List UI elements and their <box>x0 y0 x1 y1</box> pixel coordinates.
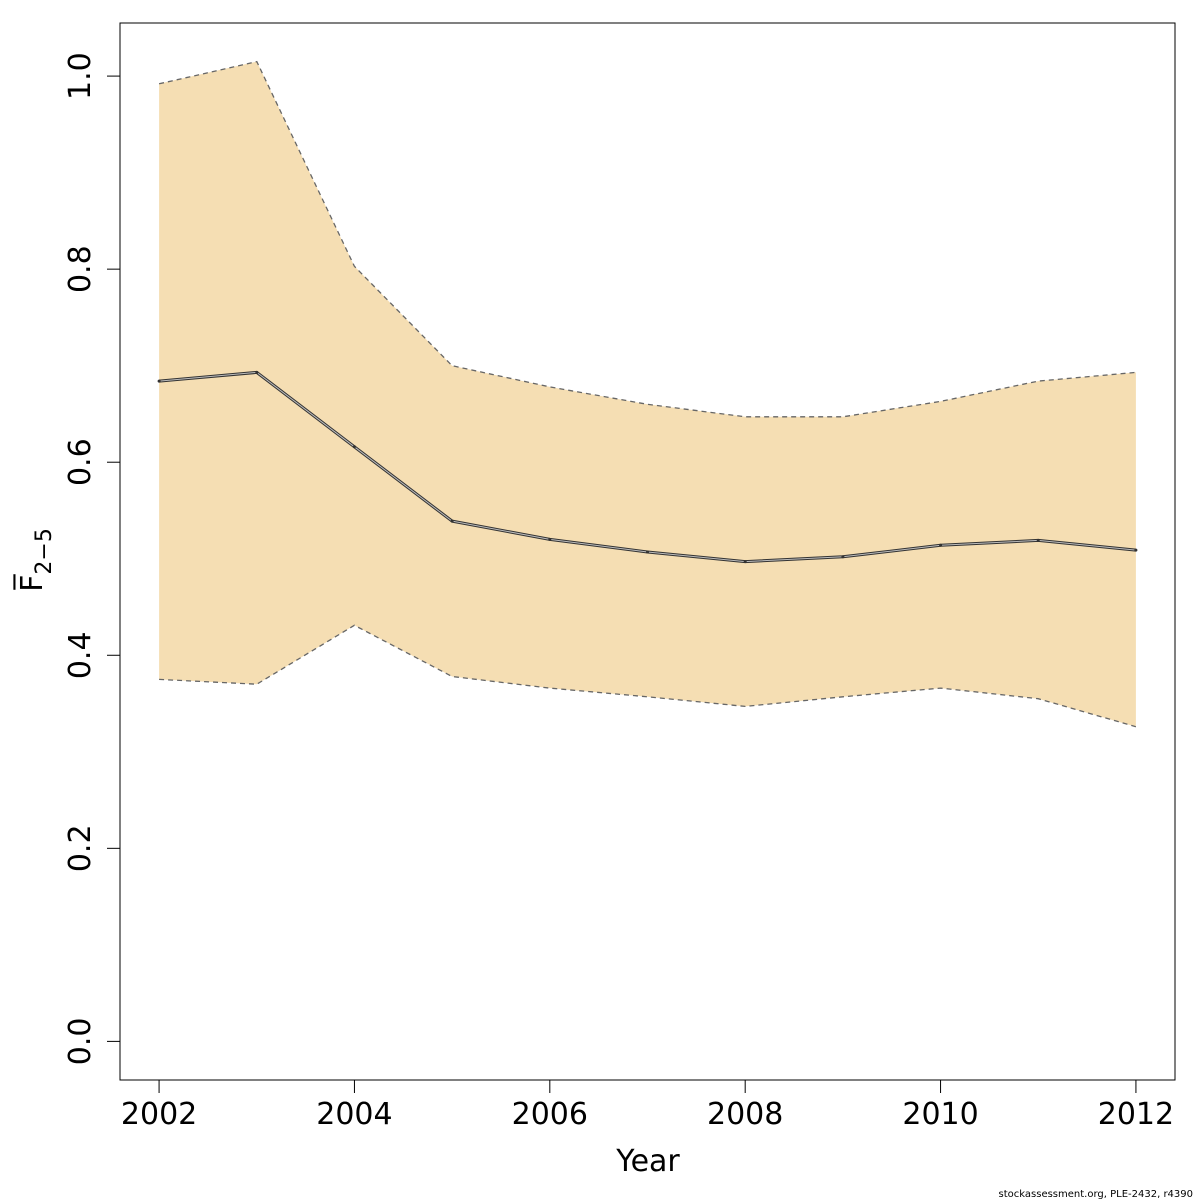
y-tick-label-0.2: 0.2 <box>63 824 98 872</box>
data-point-2011 <box>1036 538 1040 542</box>
data-point-2006 <box>548 537 552 541</box>
y-axis-title-main: F̅ <box>13 574 50 592</box>
x-tick-label-2012: 2012 <box>1098 1097 1174 1132</box>
data-point-2003 <box>255 370 259 374</box>
data-point-2007 <box>646 550 649 554</box>
y-tick-label-0: 0.0 <box>63 1018 98 1066</box>
x-tick-label-2002: 2002 <box>121 1097 197 1132</box>
y-tick-label-0.4: 0.4 <box>63 631 98 679</box>
x-tick-label-2006: 2006 <box>512 1097 588 1132</box>
x-tick-label-2008: 2008 <box>707 1097 783 1132</box>
y-tick-label-group-0.4: 0.4 <box>63 631 98 679</box>
footnote: stockassessment.org, PLE-2432, r4390 <box>999 1189 1193 1200</box>
data-point-2010 <box>939 543 943 547</box>
data-point-2012 <box>1134 548 1138 552</box>
y-tick-label-group-0.8: 0.8 <box>63 245 98 293</box>
y-tick-label-0.6: 0.6 <box>63 438 98 486</box>
upper-bound-line <box>158 60 1136 418</box>
y-axis-title-subscript: 2−5 <box>32 528 57 574</box>
data-point-2004 <box>352 445 356 449</box>
y-tick-label-0.8: 0.8 <box>63 245 98 293</box>
y-axis-title-group: F̅2−5 <box>13 528 57 592</box>
y-tick-label-1: 1.0 <box>63 52 98 100</box>
x-tick-label-2010: 2010 <box>902 1097 978 1132</box>
x-tick-label-2004: 2004 <box>316 1097 392 1132</box>
plot-layer <box>157 60 1138 728</box>
data-point-2008 <box>743 560 747 564</box>
data-point-2002 <box>157 379 161 383</box>
y-tick-label-group-0.2: 0.2 <box>63 824 98 872</box>
y-axis-title: F̅2−5 <box>13 528 57 592</box>
y-tick-label-group-1: 1.0 <box>63 52 98 100</box>
axis-layer: 2002 2004 2006 2008 2010 2012 0.0 0.2 0.4 0.6 0.8 1… <box>63 52 1174 1132</box>
confidence-band <box>159 61 1136 727</box>
data-point-2009 <box>841 555 845 559</box>
lower-bound-line <box>159 624 1137 728</box>
y-tick-label-group-0.6: 0.6 <box>63 438 98 486</box>
x-axis-title: Year <box>615 1144 680 1179</box>
data-point-2005 <box>450 519 454 523</box>
y-tick-label-group-0: 0.0 <box>63 1018 98 1066</box>
